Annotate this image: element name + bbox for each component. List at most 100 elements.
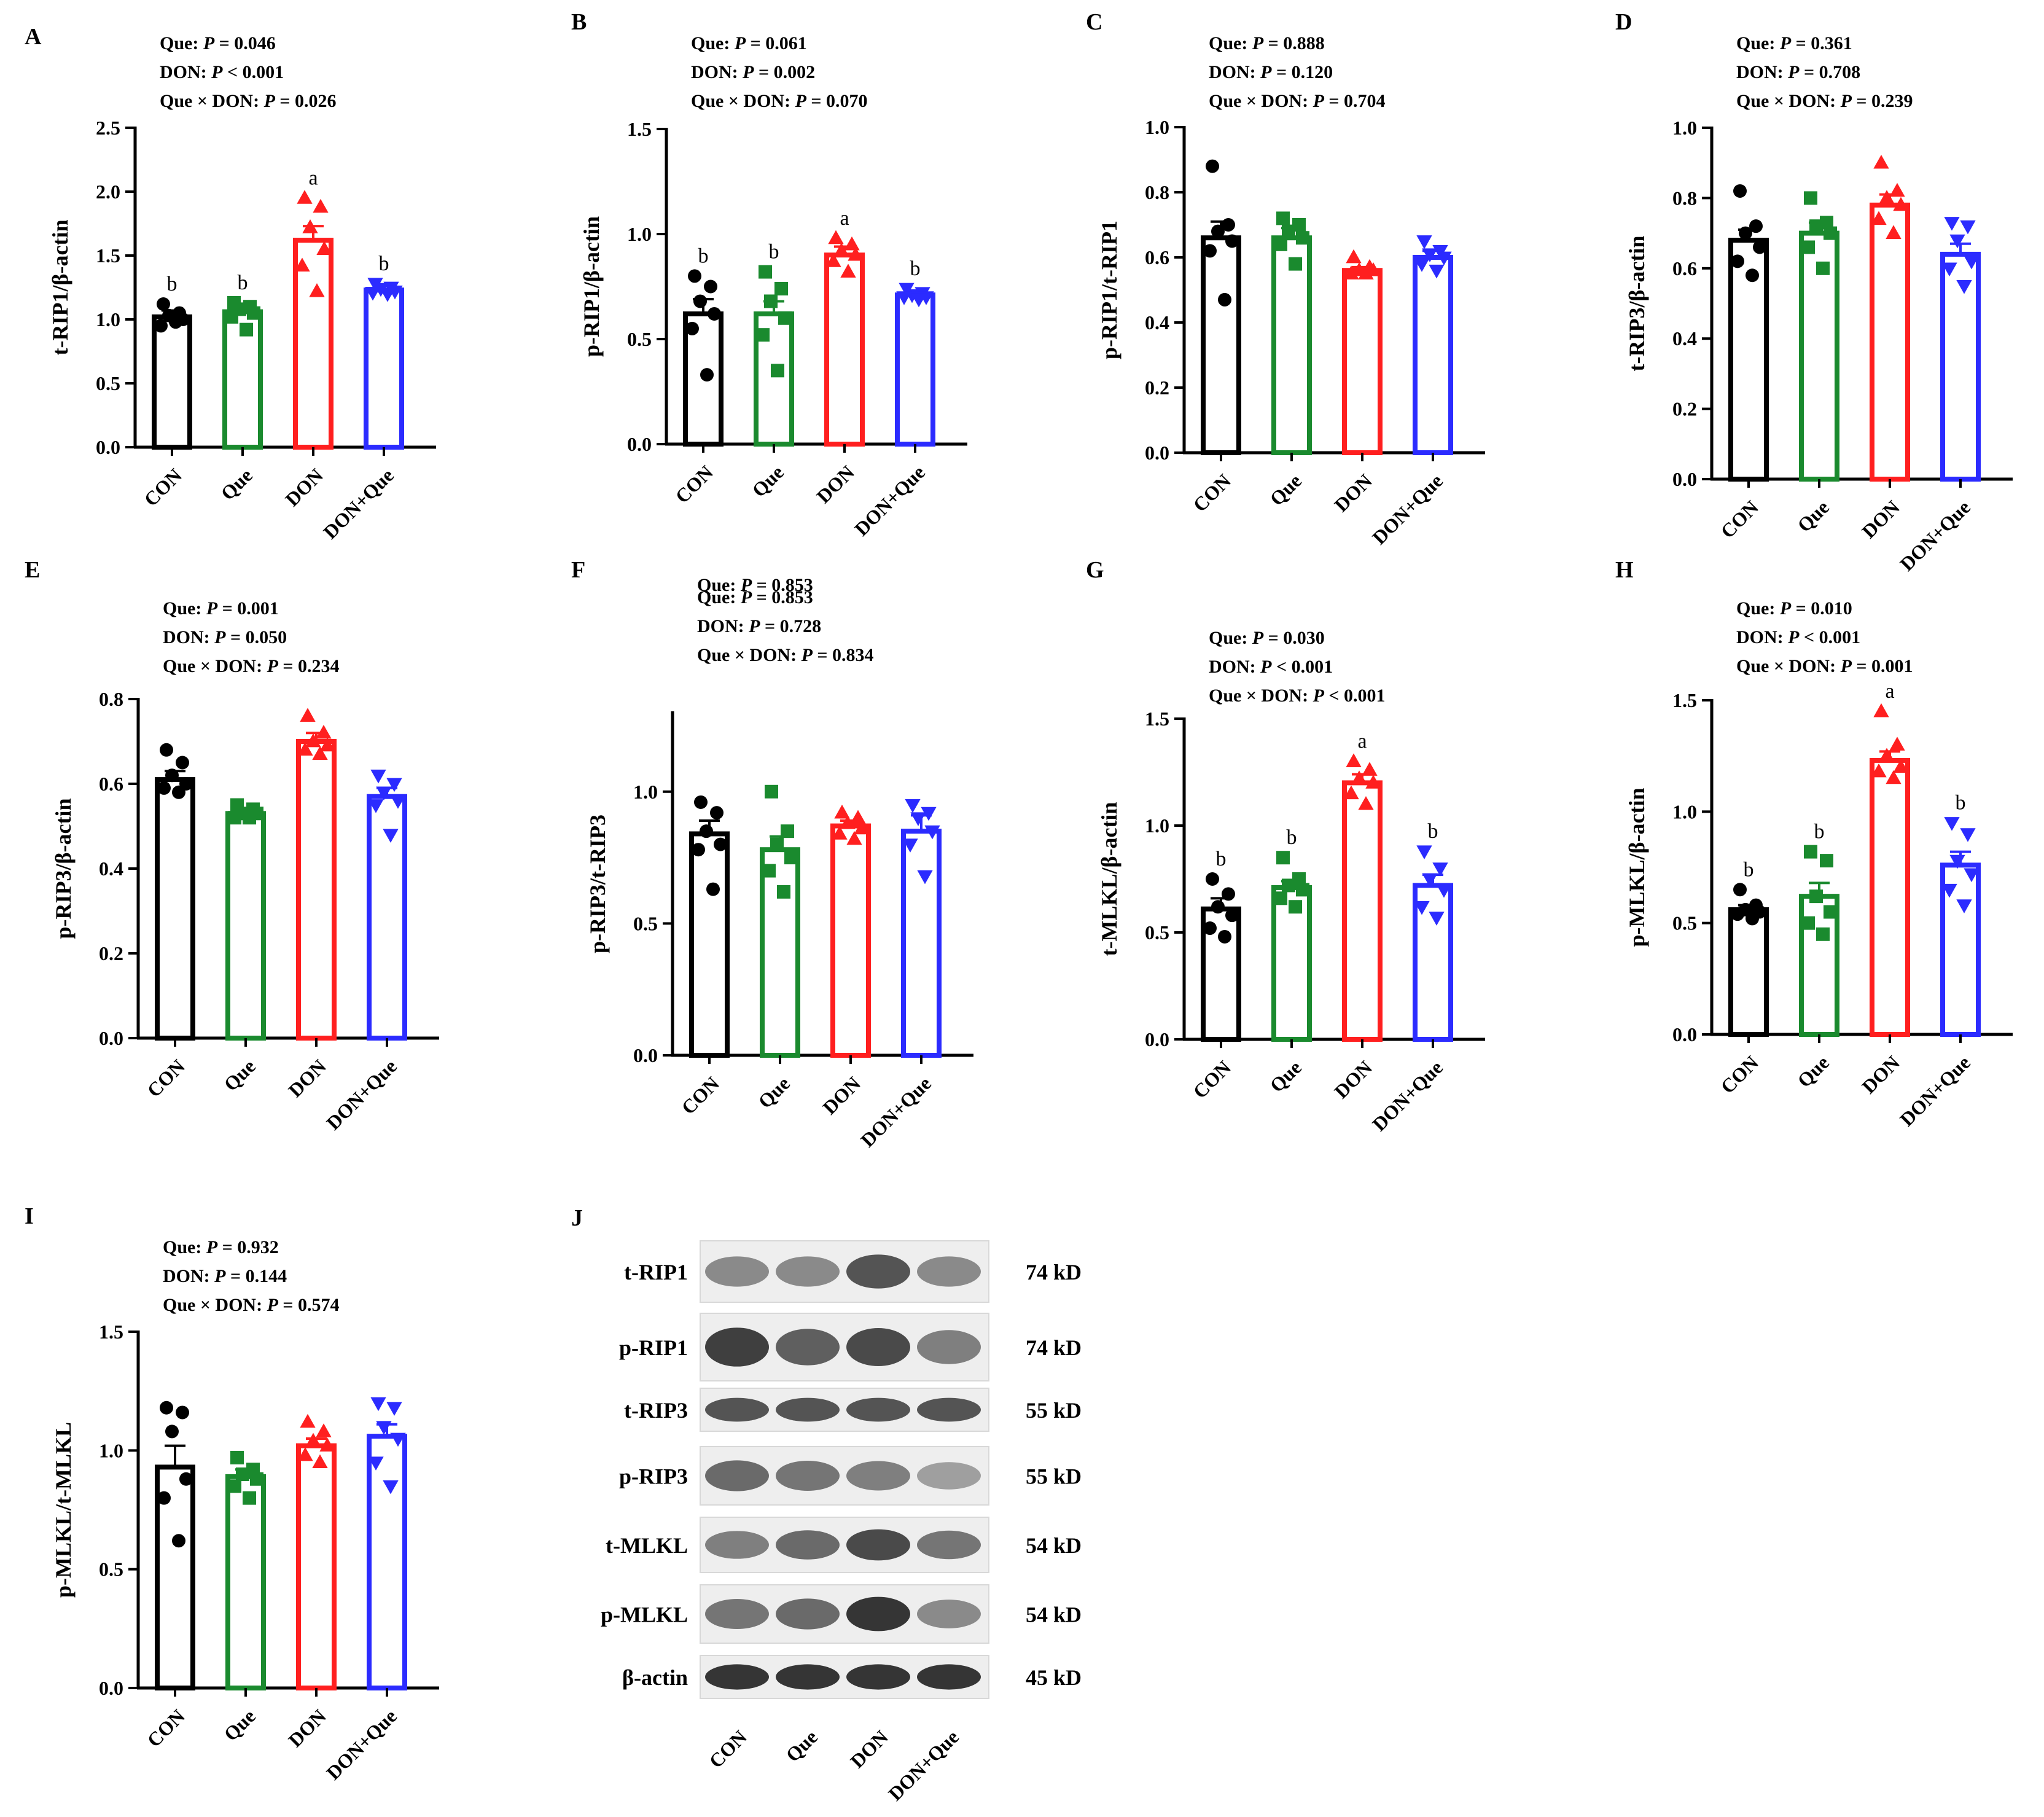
data-point (911, 293, 927, 308)
data-point (1211, 224, 1225, 238)
y-tick-label: 1.0 (633, 781, 658, 803)
stat-value: = 0.708 (1799, 62, 1860, 82)
data-point (1218, 292, 1231, 307)
data-point (1893, 759, 1909, 773)
stat-line: DON: P < 0.001 (160, 62, 284, 82)
data-point (1893, 197, 1909, 211)
x-tick-label: DON (812, 461, 859, 507)
data-point (1436, 884, 1452, 898)
data-point (840, 264, 856, 278)
bar-don-plus-que (367, 1434, 407, 1690)
blot-band (917, 1256, 981, 1287)
blot-band (705, 1664, 769, 1690)
stat-p: P (1840, 91, 1852, 111)
stat-value: = 0.853 (752, 575, 813, 595)
stat-p: P (734, 33, 746, 53)
y-tick-label: 0.4 (1672, 327, 1697, 350)
data-point (704, 279, 717, 294)
x-tick-label: DON+Que (1895, 496, 1975, 575)
data-point (313, 198, 329, 213)
data-point (844, 236, 860, 251)
data-point (1733, 184, 1747, 198)
stat-p: P (206, 1237, 218, 1257)
y-tick-label: 0.5 (99, 1558, 123, 1581)
significance-letter: b (1287, 826, 1297, 849)
data-point (165, 768, 179, 783)
stat-prefix: Que: (697, 575, 741, 595)
data-point (1804, 191, 1817, 205)
stat-line: DON: P = 0.050 (163, 627, 287, 647)
panel-letter: B (571, 9, 587, 35)
data-point (700, 824, 713, 838)
significance-letter: b (1814, 821, 1825, 843)
y-axis-label: p-RIP1/t-RIP1 (1097, 221, 1121, 359)
data-point (850, 810, 866, 824)
data-point (1225, 908, 1239, 923)
data-point (1871, 763, 1887, 778)
blot-row: β-actin 45 kD (622, 1655, 1082, 1699)
data-point (833, 243, 849, 257)
data-point (1809, 889, 1823, 904)
data-point (1218, 929, 1231, 944)
band-label: p-RIP1 (619, 1335, 688, 1360)
stat-line: Que × DON: P < 0.001 (1209, 686, 1386, 706)
stat-p: P (1840, 656, 1852, 676)
data-point (160, 1401, 173, 1415)
x-tick-label: CON (1188, 469, 1235, 516)
stat-p: P (267, 656, 279, 676)
data-point (1804, 845, 1817, 859)
data-point (1941, 262, 1957, 276)
data-point (294, 257, 310, 272)
data-point (1824, 226, 1837, 240)
blot-band (846, 1461, 910, 1491)
data-point (1296, 231, 1309, 245)
bar-don-plus-que (895, 292, 935, 447)
stat-prefix: Que × DON: (163, 1295, 267, 1315)
data-point (157, 781, 171, 795)
data-point (1292, 218, 1306, 232)
bar-con (689, 831, 730, 1058)
data-point (376, 1421, 392, 1435)
stat-p: P (263, 91, 276, 111)
data-point (825, 253, 841, 267)
y-tick-label: 1.0 (96, 308, 120, 330)
y-axis-label: p-RIP1/β-actin (579, 216, 604, 357)
y-axis-label: t-RIP3/β-actin (1625, 236, 1649, 372)
y-tick-label: 0.2 (1672, 398, 1697, 420)
data-point (834, 804, 850, 819)
y-tick-label: 0.0 (1672, 1023, 1697, 1045)
blot-band (846, 1397, 910, 1422)
stat-p: P (740, 575, 752, 595)
data-point (771, 364, 784, 378)
stat-line: DON: P < 0.001 (1209, 657, 1333, 677)
blot-band (776, 1598, 840, 1630)
x-tick-label: Que (219, 1055, 260, 1095)
data-point (693, 294, 707, 308)
data-point (1292, 872, 1306, 886)
bar-con (152, 314, 192, 450)
stat-p: P (748, 616, 760, 636)
x-tick-label: DON (1857, 496, 1904, 542)
stat-line: DON: P = 0.002 (691, 62, 815, 82)
bar-don-plus-que (364, 287, 404, 450)
bar-que (225, 1474, 266, 1691)
significance-letter: a (308, 166, 318, 189)
bar-que (760, 847, 800, 1058)
panel-letter: I (25, 1203, 34, 1229)
stat-value: = 0.030 (1263, 628, 1325, 648)
blot-band (776, 1329, 840, 1366)
data-point (297, 1447, 313, 1461)
x-tick-label: DON+Que (1368, 1056, 1447, 1135)
stat-line: Que × DON: P = 0.070 (691, 91, 868, 111)
data-point (1289, 257, 1302, 271)
blot-band (846, 1254, 910, 1289)
data-point (386, 1402, 402, 1416)
blot-band (705, 1460, 769, 1491)
blot-row: t-RIP3 55 kD (624, 1388, 1082, 1432)
stat-p: P (214, 627, 226, 647)
blot-band (705, 1397, 769, 1422)
y-tick-label: 0.0 (633, 1044, 658, 1066)
data-point (828, 230, 844, 244)
